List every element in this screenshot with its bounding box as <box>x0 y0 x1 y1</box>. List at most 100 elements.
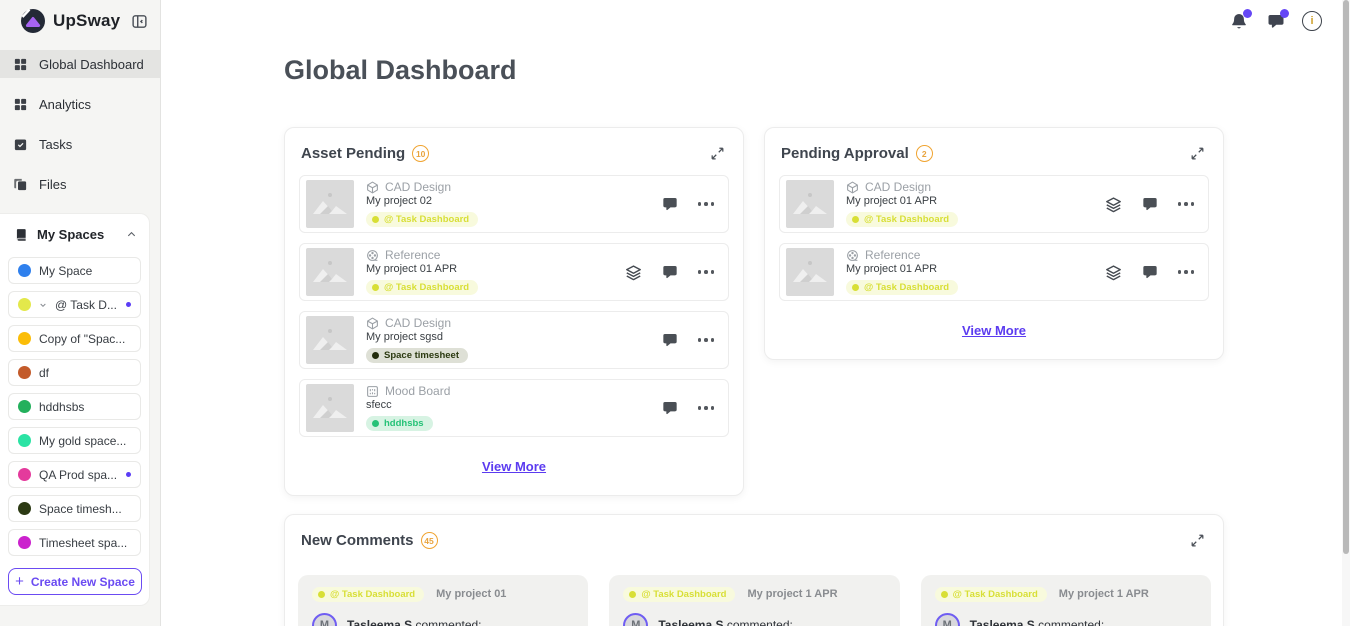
space-color-dot <box>18 502 31 515</box>
nav-label: Files <box>39 176 67 192</box>
asset-info: CAD Design My project 02 @ Task Dashboar… <box>366 180 650 228</box>
sidebar-item-files[interactable]: Files <box>0 170 160 198</box>
space-label: Timesheet spa... <box>39 535 128 550</box>
asset-subtitle: My project 01 APR <box>366 263 458 275</box>
notifications-bell-icon[interactable] <box>1228 8 1252 33</box>
topbar: i <box>161 0 1342 42</box>
spaces-list: My Space @ Task D... Copy of "Spac... <box>0 257 149 556</box>
sidebar-space-item[interactable]: Space timesh... <box>8 495 141 522</box>
page-title: Global Dashboard <box>284 55 517 85</box>
avatar: M <box>312 612 337 626</box>
space-tag-pill: @ Task Dashboard <box>623 587 736 602</box>
asset-type-row: Reference <box>846 248 1093 262</box>
versions-layers-icon[interactable] <box>1105 196 1122 213</box>
asset-list-item[interactable]: Reference My project 01 APR @ Task Dashb… <box>299 243 729 301</box>
sidebar-item-tasks[interactable]: Tasks <box>0 130 160 158</box>
sidebar-space-item[interactable]: df <box>8 359 141 386</box>
comment-project-name: My project 1 APR <box>747 588 838 601</box>
nav-label: Global Dashboard <box>39 56 144 72</box>
tag-dot <box>852 216 859 223</box>
comment-bubble-icon[interactable] <box>1142 264 1158 280</box>
comment-card[interactable]: @ Task Dashboard My project 01 M Tasleem… <box>298 575 589 626</box>
author-line: Tasleema S commented: <box>658 618 793 626</box>
info-icon[interactable]: i <box>1302 11 1322 31</box>
files-icon <box>13 177 28 192</box>
sidebar-space-item[interactable]: QA Prod spa... <box>8 461 141 488</box>
more-options-ellipsis-icon[interactable] <box>697 402 714 414</box>
space-label: Copy of "Spac... <box>39 331 126 346</box>
author-action: commented: <box>723 618 793 626</box>
sidebar-space-item[interactable]: My gold space... <box>8 427 141 454</box>
expand-icon[interactable] <box>1190 533 1205 548</box>
cube-icon <box>366 316 379 330</box>
card-header: Asset Pending 10 <box>297 140 731 175</box>
sidebar-space-item[interactable]: Copy of "Spac... <box>8 325 141 352</box>
asset-list-item[interactable]: Mood Board sfecc hddhsbs <box>299 379 729 437</box>
space-label: My Space <box>39 263 93 278</box>
asset-subtitle: sfecc <box>366 399 392 411</box>
scrollbar-thumb[interactable] <box>1343 0 1349 554</box>
comment-bubble-icon[interactable] <box>1142 196 1158 212</box>
avatar: M <box>934 612 960 626</box>
view-more-link[interactable]: View More <box>481 459 547 474</box>
expand-icon[interactable] <box>710 146 725 161</box>
space-color-dot <box>18 536 31 549</box>
more-options-ellipsis-icon[interactable] <box>697 334 714 346</box>
space-color-dot <box>18 298 31 311</box>
unread-indicator-dot <box>126 302 131 307</box>
sidebar-space-item[interactable]: @ Task D... <box>8 291 141 318</box>
asset-type-label: Mood Board <box>385 384 451 398</box>
chevron-up-icon[interactable] <box>126 229 137 240</box>
asset-list-item[interactable]: CAD Design My project 02 @ Task Dashboar… <box>299 175 729 233</box>
asset-thumbnail <box>786 180 834 228</box>
asset-actions <box>662 400 714 416</box>
sidebar-item-global-dashboard[interactable]: Global Dashboard <box>0 50 160 78</box>
create-new-space-button[interactable]: + Create New Space <box>8 568 142 595</box>
tag-label: @ Task Dashboard <box>330 588 416 600</box>
comment-bubble-icon[interactable] <box>662 400 678 416</box>
approval-list-item[interactable]: CAD Design My project 01 APR @ Task Dash… <box>779 175 1209 233</box>
nav-label: Tasks <box>39 136 73 152</box>
comment-card[interactable]: @ Task Dashboard My project 1 APR M Tasl… <box>920 575 1211 626</box>
more-options-ellipsis-icon[interactable] <box>697 266 714 278</box>
sidebar-collapse-icon[interactable] <box>131 13 148 30</box>
tag-dot <box>629 590 637 598</box>
sidebar-item-analytics[interactable]: Analytics <box>0 90 160 118</box>
versions-layers-icon[interactable] <box>1105 264 1122 281</box>
sidebar-space-item[interactable]: My Space <box>8 257 141 284</box>
expand-icon[interactable] <box>1190 146 1205 161</box>
asset-info: CAD Design My project sgsd Space timeshe… <box>366 316 650 364</box>
asset-actions <box>1105 264 1194 281</box>
view-more-link[interactable]: View More <box>961 323 1027 338</box>
space-tag-pill: Space timesheet <box>366 348 468 363</box>
more-options-ellipsis-icon[interactable] <box>697 198 714 210</box>
count-badge: 10 <box>412 145 430 162</box>
card-title: Pending Approval <box>781 145 909 162</box>
comment-card[interactable]: @ Task Dashboard My project 1 APR M Tasl… <box>609 575 900 626</box>
tag-label: @ Task Dashboard <box>952 588 1038 600</box>
comment-bubble-icon[interactable] <box>662 332 678 348</box>
approval-list-item[interactable]: Reference My project 01 APR @ Task Dashb… <box>779 243 1209 301</box>
sidebar-space-item[interactable]: Timesheet spa... <box>8 529 141 556</box>
comment-bubble-icon[interactable] <box>662 196 678 212</box>
create-new-space-label: Create New Space <box>30 574 135 589</box>
asset-type-row: Mood Board <box>366 384 650 398</box>
comment-bubble-icon[interactable] <box>662 264 678 280</box>
count-badge: 2 <box>915 145 933 162</box>
asset-subtitle: My project 01 APR <box>846 195 938 207</box>
asset-list-item[interactable]: CAD Design My project sgsd Space timeshe… <box>299 311 729 369</box>
space-color-dot <box>18 332 31 345</box>
messages-badge <box>1280 9 1289 18</box>
sidebar-nav: Global Dashboard Analytics Tasks Files <box>0 50 160 198</box>
cube-icon <box>846 180 859 194</box>
comment-tag-row: @ Task Dashboard My project 1 APR <box>623 587 885 602</box>
versions-layers-icon[interactable] <box>625 264 642 281</box>
chevron-down-icon[interactable] <box>39 301 47 309</box>
space-tag-pill: @ Task Dashboard <box>312 587 425 602</box>
more-options-ellipsis-icon[interactable] <box>1177 198 1194 210</box>
messages-chat-icon[interactable] <box>1265 9 1289 32</box>
more-options-ellipsis-icon[interactable] <box>1177 266 1194 278</box>
author-line: Tasleema S commented: <box>347 618 482 626</box>
comment-tag-row: @ Task Dashboard My project 01 <box>312 587 574 602</box>
sidebar-space-item[interactable]: hddhsbs <box>8 393 141 420</box>
